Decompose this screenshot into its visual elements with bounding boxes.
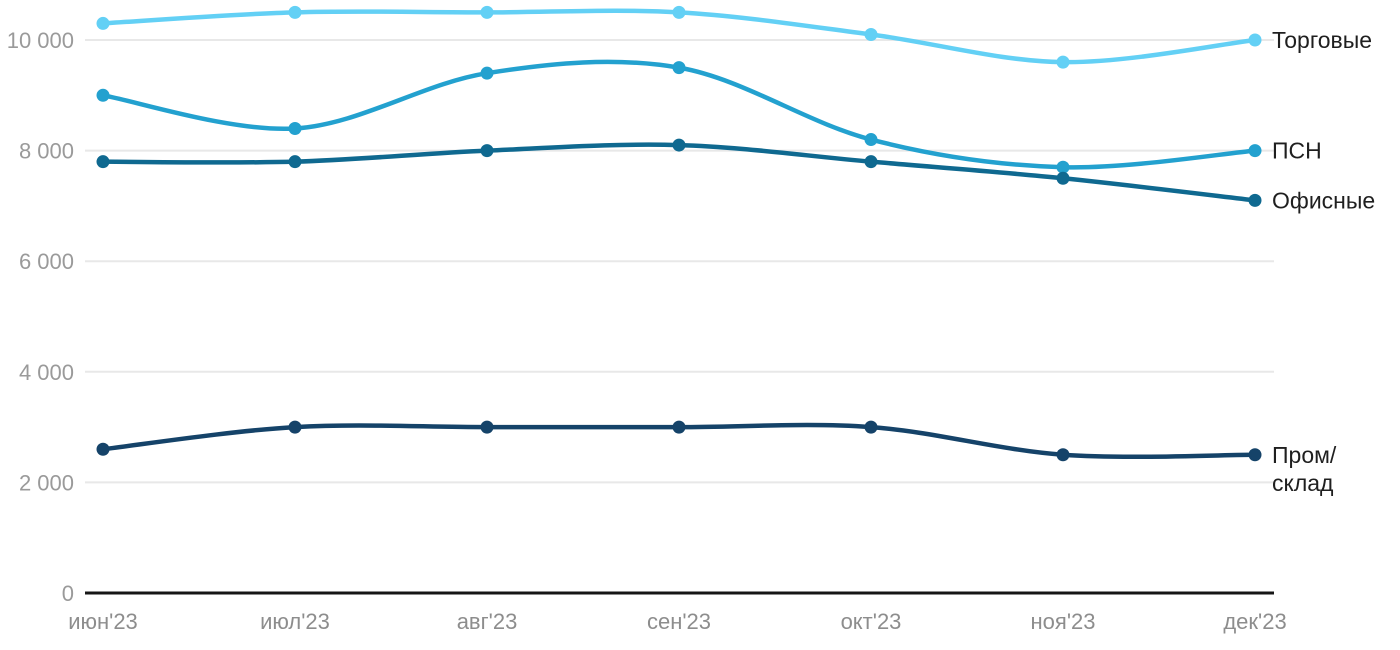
- data-point[interactable]: [864, 155, 878, 169]
- data-point[interactable]: [96, 16, 110, 30]
- data-point[interactable]: [288, 5, 302, 19]
- y-axis-tick-label: 6 000: [19, 249, 74, 274]
- x-axis-tick-label: ноя'23: [1031, 609, 1096, 634]
- y-axis-tick-label: 2 000: [19, 470, 74, 495]
- data-point[interactable]: [672, 420, 686, 434]
- data-point[interactable]: [672, 61, 686, 75]
- data-point[interactable]: [96, 442, 110, 456]
- series-label: Пром/: [1272, 442, 1337, 468]
- data-point[interactable]: [288, 155, 302, 169]
- data-point[interactable]: [672, 138, 686, 152]
- data-point[interactable]: [864, 420, 878, 434]
- x-axis-tick-label: дек'23: [1223, 609, 1286, 634]
- data-point[interactable]: [480, 5, 494, 19]
- series-line: [100, 142, 1258, 203]
- x-axis-tick-label: сен'23: [647, 609, 711, 634]
- data-point[interactable]: [1056, 448, 1070, 462]
- data-point[interactable]: [1248, 33, 1262, 47]
- series-label: Офисные: [1272, 187, 1375, 213]
- x-axis-tick-label: июн'23: [68, 609, 138, 634]
- data-point[interactable]: [480, 144, 494, 158]
- data-point[interactable]: [480, 420, 494, 434]
- data-point[interactable]: [288, 121, 302, 135]
- y-axis-tick-label: 8 000: [19, 139, 74, 164]
- x-axis-tick-label: авг'23: [457, 609, 518, 634]
- data-point[interactable]: [1056, 171, 1070, 185]
- data-point[interactable]: [288, 420, 302, 434]
- data-point[interactable]: [96, 88, 110, 102]
- x-axis-tick-label: окт'23: [841, 609, 902, 634]
- data-point[interactable]: [1248, 144, 1262, 158]
- data-point[interactable]: [1248, 448, 1262, 462]
- series-label: склад: [1272, 470, 1334, 496]
- data-point[interactable]: [864, 27, 878, 41]
- data-point[interactable]: [1056, 55, 1070, 69]
- data-point[interactable]: [1248, 193, 1262, 207]
- data-point[interactable]: [864, 133, 878, 147]
- data-point[interactable]: [1056, 160, 1070, 174]
- x-axis-tick-label: июл'23: [260, 609, 330, 634]
- data-point[interactable]: [672, 5, 686, 19]
- data-point[interactable]: [96, 155, 110, 169]
- series-label: Торговые: [1272, 27, 1372, 53]
- series-label: ПСН: [1272, 138, 1322, 164]
- y-axis-tick-label: 0: [62, 581, 74, 606]
- y-axis-tick-label: 4 000: [19, 360, 74, 385]
- y-axis-tick-label: 10 000: [7, 28, 74, 53]
- data-point[interactable]: [480, 66, 494, 80]
